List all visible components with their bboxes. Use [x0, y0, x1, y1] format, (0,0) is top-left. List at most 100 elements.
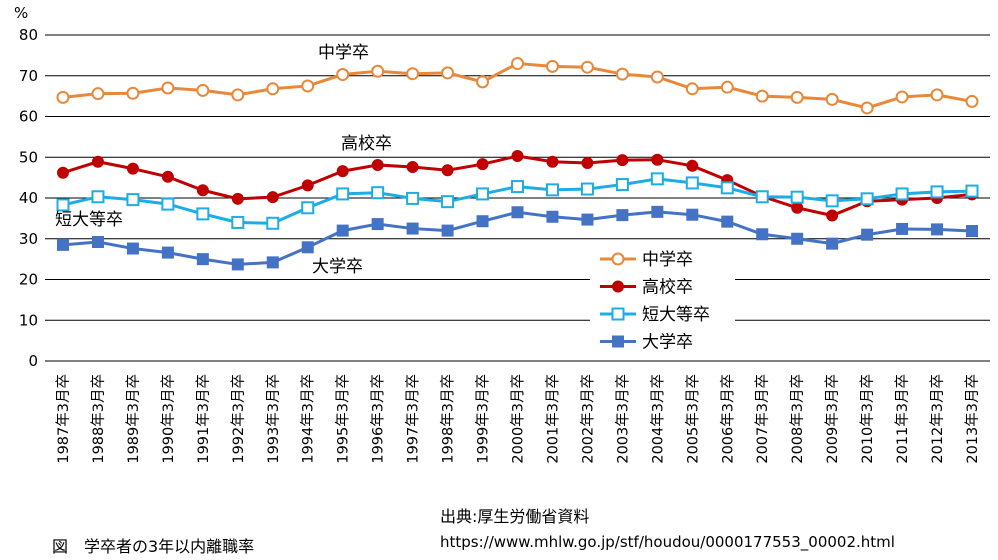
- data-point: [791, 232, 804, 245]
- data-point: [931, 223, 944, 236]
- x-tick-label: 2007年3月卒: [754, 374, 771, 464]
- series-0: [56, 57, 979, 115]
- data-point: [791, 201, 804, 214]
- data-point: [196, 83, 210, 97]
- data-point: [371, 218, 384, 231]
- x-tick-label: 1991年3月卒: [195, 374, 212, 464]
- data-point: [56, 198, 70, 212]
- data-point: [476, 158, 489, 171]
- data-point: [650, 172, 664, 186]
- x-tick-label: 1990年3月卒: [160, 374, 177, 464]
- data-point: [686, 208, 699, 221]
- data-point: [126, 86, 140, 100]
- annotation-high-school: 高校卒: [341, 134, 392, 154]
- data-point: [301, 201, 315, 215]
- data-point: [895, 187, 909, 201]
- data-point: [231, 215, 245, 229]
- data-point: [336, 224, 349, 237]
- data-point: [91, 87, 105, 101]
- x-tick-label: 1996年3月卒: [370, 374, 387, 464]
- data-point: [91, 190, 105, 204]
- x-tick-label: 2003年3月卒: [614, 374, 631, 464]
- data-point: [650, 70, 664, 84]
- x-tick-label: 2002年3月卒: [579, 374, 596, 464]
- data-point: [685, 82, 699, 96]
- y-tick-label-50: 50: [19, 148, 38, 166]
- data-point: [965, 184, 979, 198]
- x-axis-ticks: 1987年3月卒 1988年3月卒 1989年3月卒 1990年3月卒 1991年3月卒…: [55, 374, 981, 464]
- figure-caption: 図 学卒者の3年以内離職率: [52, 537, 255, 556]
- x-tick-label: 1992年3月卒: [230, 374, 247, 464]
- data-point: [371, 64, 385, 78]
- data-point: [57, 238, 69, 251]
- data-point: [756, 228, 769, 241]
- data-point: [301, 179, 314, 192]
- legend-marker-3: [612, 335, 624, 348]
- data-point: [406, 161, 419, 174]
- data-point: [860, 101, 874, 115]
- data-point: [930, 88, 944, 102]
- x-tick-label: 2000年3月卒: [510, 374, 527, 464]
- source-url[interactable]: https://www.mhlw.go.jp/stf/houdou/000017…: [440, 533, 895, 551]
- data-point: [790, 90, 804, 104]
- x-tick-label: 2009年3月卒: [824, 374, 841, 464]
- data-point: [91, 155, 104, 168]
- data-point: [930, 185, 944, 199]
- data-point: [790, 190, 804, 204]
- series-layer: [56, 57, 979, 271]
- data-point: [161, 81, 175, 95]
- data-point: [965, 94, 979, 108]
- y-tick-label-0: 0: [28, 352, 38, 370]
- data-point: [441, 224, 454, 237]
- data-point: [721, 215, 734, 228]
- x-tick-label: 2013年3月卒: [964, 374, 981, 464]
- x-tick-label: 1988年3月卒: [90, 374, 107, 464]
- data-point: [231, 192, 244, 205]
- data-point: [336, 68, 350, 82]
- data-point: [825, 194, 839, 208]
- series-2: [56, 172, 979, 230]
- data-point: [860, 192, 874, 206]
- data-point: [196, 253, 209, 266]
- data-point: [511, 57, 524, 71]
- data-point: [861, 228, 874, 241]
- x-tick-label: 1999年3月卒: [475, 374, 492, 464]
- x-tick-label: 1997年3月卒: [405, 374, 422, 464]
- data-point: [686, 159, 699, 172]
- data-point: [685, 176, 699, 190]
- data-point: [651, 153, 664, 166]
- data-point: [196, 184, 209, 197]
- data-point: [336, 187, 350, 201]
- legend-marker-2: [611, 307, 625, 321]
- data-point: [476, 187, 490, 201]
- data-point: [581, 156, 594, 169]
- legend-marker-0: [611, 252, 625, 266]
- data-point: [126, 162, 139, 175]
- data-point: [56, 90, 70, 104]
- y-tick-label-30: 30: [19, 230, 38, 248]
- data-point: [511, 150, 524, 163]
- source-line: 出典:厚生労働省資料: [440, 507, 590, 526]
- x-tick-label: 2006年3月卒: [719, 374, 736, 464]
- data-point: [441, 195, 455, 209]
- x-tick-label: 2011年3月卒: [894, 374, 911, 464]
- y-tick-label-40: 40: [19, 189, 38, 207]
- data-point: [720, 181, 734, 195]
- data-point: [161, 170, 174, 183]
- data-point: [720, 80, 734, 94]
- data-point: [755, 190, 769, 204]
- data-point: [161, 197, 175, 211]
- data-point: [580, 182, 594, 196]
- data-point: [161, 246, 174, 259]
- data-point: [511, 206, 524, 219]
- x-tick-label: 2008年3月卒: [789, 374, 806, 464]
- data-point: [441, 66, 455, 80]
- data-point: [476, 215, 489, 228]
- data-point: [615, 67, 629, 81]
- y-tick-label-60: 60: [19, 108, 38, 126]
- data-point: [406, 67, 420, 81]
- y-axis-unit-label: %: [14, 4, 28, 22]
- line-chart: 0 10 20 30 40 50 60 70 80 % 1987年3月卒 1988年3月卒 1989…: [14, 4, 990, 464]
- y-axis-ticks: 0 10 20 30 40 50 60 70 80: [19, 26, 38, 370]
